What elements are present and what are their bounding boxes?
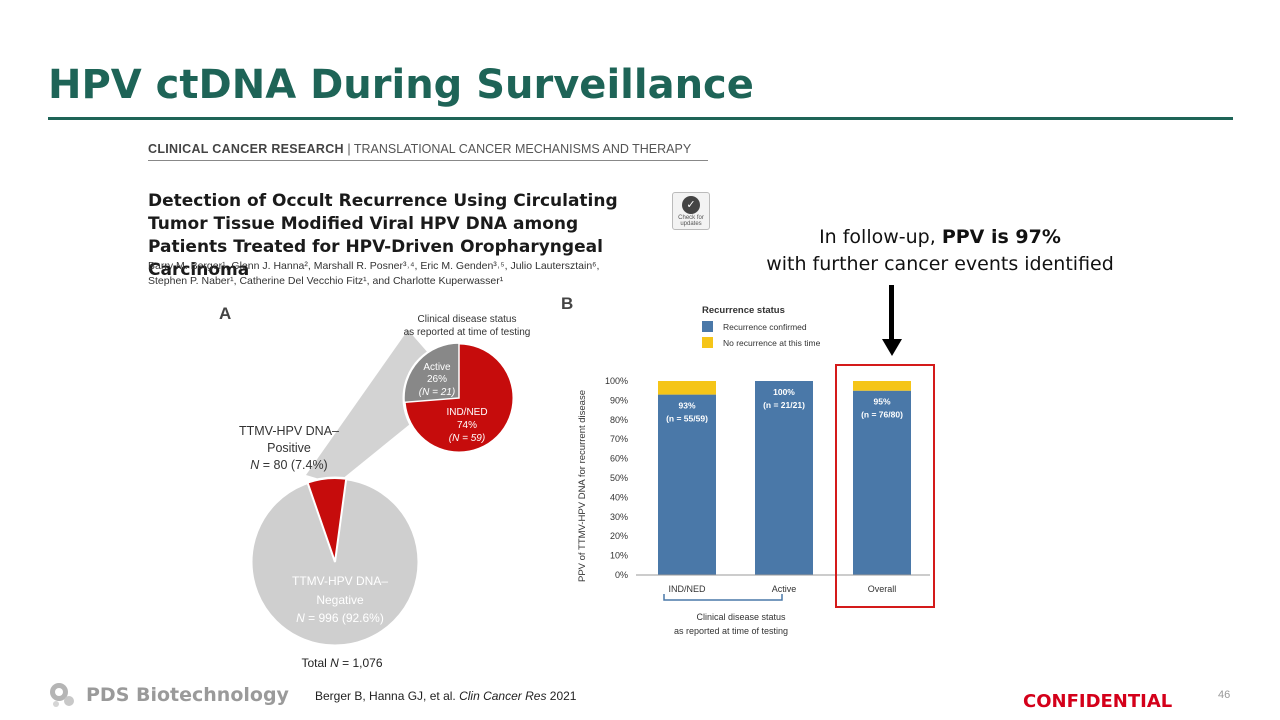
panel-b-label: B xyxy=(561,294,574,313)
bar-confirmed-overall xyxy=(853,390,911,575)
y-tick-label: 30% xyxy=(610,512,628,522)
negative-n: N = 996 (92.6%) xyxy=(296,611,384,625)
status-title-1: Clinical disease status xyxy=(418,314,517,325)
bar-data-label-n: (n = 21/21) xyxy=(763,400,805,410)
ind-pct: 74% xyxy=(457,420,477,431)
y-axis-label: PPV of TTMV-HPV DNA for recurrent diseas… xyxy=(577,390,588,582)
x-tick-label: IND/NED xyxy=(668,584,706,594)
callout-bold: PPV is 97% xyxy=(941,226,1061,248)
y-tick-label: 10% xyxy=(610,551,628,561)
citation-journal: Clin Cancer Res xyxy=(459,689,547,703)
journal-header: CLINICAL CANCER RESEARCH | TRANSLATIONAL… xyxy=(148,142,708,161)
bar-confirmed-active xyxy=(755,381,813,575)
total-n: Total N = 1,076 xyxy=(301,656,382,670)
bar-data-label-n: (n = 76/80) xyxy=(861,410,903,420)
page-number: 46 xyxy=(1218,689,1231,701)
company-logo: PDS Biotechnology xyxy=(48,681,289,709)
pie-slice-active xyxy=(403,342,460,404)
bar-group: 93% (n = 55/59) IND/NED 100% (n = 21/21) Acti… xyxy=(636,381,930,594)
negative-n-value: = 996 (92.6%) xyxy=(305,611,384,625)
ind-n: (N = 59) xyxy=(449,433,485,444)
y-tick-label: 90% xyxy=(610,395,628,405)
title-divider xyxy=(48,117,1233,120)
positive-n: N = 80 (7.4%) xyxy=(250,458,327,472)
authors-line-1: Barry M. Berger¹, Glenn J. Hanna², Marsh… xyxy=(148,260,600,272)
check-badge-label: Check for updates xyxy=(678,215,704,227)
total-value: = 1,076 xyxy=(339,656,383,670)
active-label: Active xyxy=(423,362,451,373)
negative-n-label: N xyxy=(296,611,305,625)
citation-year: 2021 xyxy=(546,689,577,703)
positive-label-2: Positive xyxy=(267,441,311,455)
citation: Berger B, Hanna GJ, et al. Clin Cancer R… xyxy=(315,689,576,703)
panel-a-pie-figure: Clinical disease status as reported at t… xyxy=(239,314,531,670)
legend-swatch-no-recurrence xyxy=(702,337,713,348)
bar-no-recurrence-indned xyxy=(658,381,716,395)
bar-data-label-n: (n = 55/59) xyxy=(666,414,708,424)
total-label: Total xyxy=(301,656,330,670)
confidential-label: CONFIDENTIAL xyxy=(1023,691,1173,712)
positive-n-label: N xyxy=(250,458,260,472)
citation-prefix: Berger B, Hanna GJ, et al. xyxy=(315,689,460,703)
bar-data-label-pct: 100% xyxy=(773,387,795,397)
legend-title: Recurrence status xyxy=(702,305,785,316)
journal-name: CLINICAL CANCER RESEARCH xyxy=(148,142,344,156)
y-tick-label: 20% xyxy=(610,531,628,541)
callout-line-1: In follow-up, PPV is 97% xyxy=(740,224,1140,251)
y-tick-label: 50% xyxy=(610,473,628,483)
legend-label-no-recurrence: No recurrence at this time xyxy=(723,338,821,348)
down-arrow-shaft xyxy=(889,285,894,341)
y-tick-label: 80% xyxy=(610,415,628,425)
y-tick-label: 100% xyxy=(605,376,628,386)
authors-line-2: Stephen P. Naber¹, Catherine Del Vecchio… xyxy=(148,275,504,287)
legend-label-confirmed: Recurrence confirmed xyxy=(723,322,807,332)
ind-label: IND/NED xyxy=(446,407,487,418)
negative-label-1: TTMV-HPV DNA– xyxy=(292,574,388,588)
panel-a-label: A xyxy=(219,304,232,323)
paper-title: Detection of Occult Recurrence Using Cir… xyxy=(148,191,618,280)
bar-confirmed-indned xyxy=(658,394,716,575)
panel-b-bar-chart: Recurrence status Recurrence confirmed N… xyxy=(577,305,930,636)
callout-line-2: with further cancer events identified xyxy=(766,253,1114,275)
active-n: (N = 21) xyxy=(419,387,455,398)
x-tick-label: Overall xyxy=(868,584,897,594)
y-tick-label: 0% xyxy=(615,570,628,580)
status-title-2: as reported at time of testing xyxy=(404,327,531,338)
down-arrow-icon xyxy=(882,339,902,356)
ppv-callout: In follow-up, PPV is 97% with further ca… xyxy=(740,224,1140,278)
y-tick-label: 70% xyxy=(610,434,628,444)
positive-label-1: TTMV-HPV DNA– xyxy=(239,424,339,438)
overall-highlight-box xyxy=(835,364,935,608)
y-tick-label: 40% xyxy=(610,492,628,502)
pie-slice-positive xyxy=(306,477,348,563)
y-tick-label: 60% xyxy=(610,454,628,464)
bookmark-icon: ✓ xyxy=(682,196,700,214)
bar-data-label-pct: 95% xyxy=(873,397,890,407)
legend-swatch-confirmed xyxy=(702,321,713,332)
active-pct: 26% xyxy=(427,374,447,385)
bar-no-recurrence-overall xyxy=(853,381,911,391)
category-bracket xyxy=(663,594,783,601)
slide-title: HPV ctDNA During Surveillance xyxy=(48,62,754,108)
journal-separator: | xyxy=(343,142,354,156)
bar-data-label-pct: 93% xyxy=(678,401,695,411)
total-n-label: N xyxy=(330,656,339,670)
y-axis-ticks: 0% 10% 20% 30% 40% 50% 60% 70% 80% 90% 100% xyxy=(605,376,628,580)
journal-section: TRANSLATIONAL CANCER MECHANISMS AND THER… xyxy=(353,142,692,156)
x-tick-label: Active xyxy=(772,584,797,594)
x-axis-label-1: Clinical disease status xyxy=(696,612,786,622)
paper-authors: Barry M. Berger¹, Glenn J. Hanna², Marsh… xyxy=(148,259,648,289)
callout-prefix: In follow-up, xyxy=(819,226,942,248)
negative-label-2: Negative xyxy=(316,593,364,607)
pds-logo-icon xyxy=(50,683,74,707)
x-axis-label-2: as reported at time of testing xyxy=(674,626,788,636)
check-for-updates-badge[interactable]: ✓ Check for updates xyxy=(672,192,710,230)
logo-text: PDS Biotechnology xyxy=(86,684,289,706)
positive-n-value: = 80 (7.4%) xyxy=(259,458,327,472)
